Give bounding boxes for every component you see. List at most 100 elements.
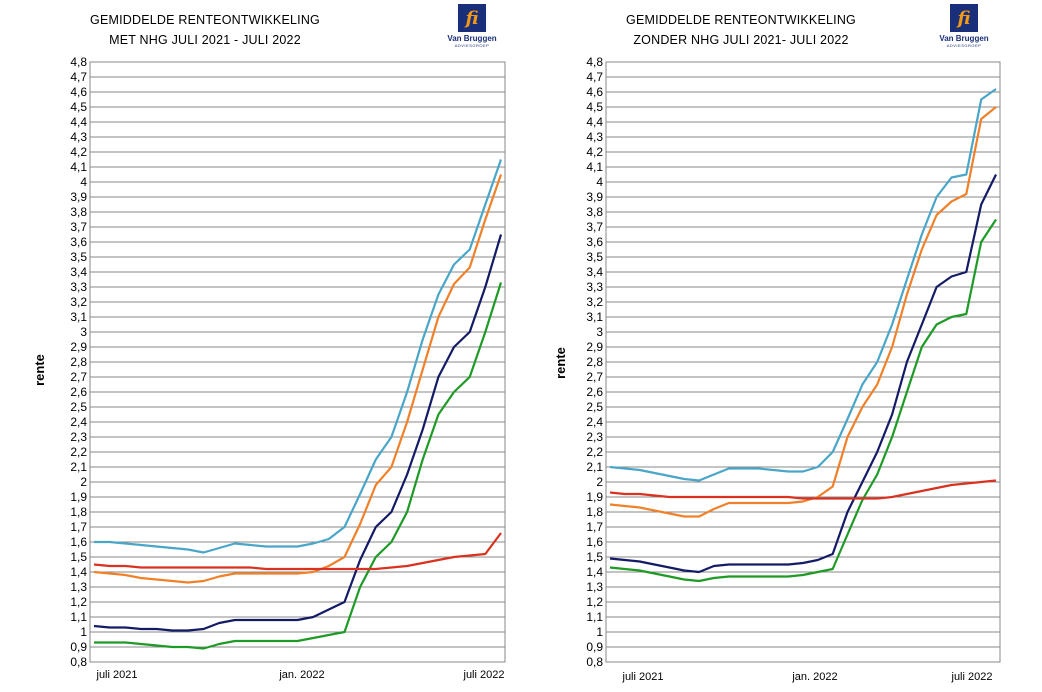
y-tick-label: 4,4 [586, 115, 603, 129]
van-bruggen-logo: fi Van Bruggen ADVIESGROEP [934, 4, 994, 54]
y-tick-label: 2,3 [586, 430, 603, 444]
chart-title-line1: GEMIDDELDE RENTEONTWIKKELING [626, 13, 856, 27]
logo-text: Van Bruggen [447, 34, 497, 43]
series-line-navy [93, 234, 503, 632]
x-tick-label: jan. 2022 [278, 669, 324, 681]
chart-title: GEMIDDELDE RENTEONTWIKKELING ZONDER NHG … [601, 10, 881, 50]
y-tick-label: 2,6 [70, 385, 87, 399]
y-tick-label: 1,2 [70, 595, 87, 609]
y-tick-label: 3,6 [70, 235, 87, 249]
y-axis-label: rente [553, 347, 568, 379]
plot-frame [605, 61, 1001, 663]
y-tick-label: 3,5 [586, 250, 603, 264]
y-tick-label: 1,6 [70, 535, 87, 549]
y-tick-label: 4,4 [70, 115, 87, 129]
y-tick-label: 3 [596, 325, 603, 339]
y-tick-label: 4,8 [70, 55, 87, 69]
y-tick-label: 3,2 [70, 295, 87, 309]
y-tick-label: 3,7 [70, 220, 87, 234]
y-tick-label: 3,9 [70, 190, 87, 204]
series-line-red [609, 479, 997, 500]
y-tick-label: 3,8 [586, 205, 603, 219]
series-line-lightblue [609, 88, 997, 482]
y-tick-label: 4 [80, 175, 87, 189]
y-axis-label: rente [32, 354, 47, 386]
y-tick-label: 1,1 [586, 610, 603, 624]
y-tick-label: 2,5 [70, 400, 87, 414]
y-tick-label: 3 [80, 325, 87, 339]
y-tick-label: 4,7 [586, 70, 603, 84]
series-line-green [609, 218, 997, 583]
y-tick-label: 4,2 [70, 145, 87, 159]
y-tick-label: 4,7 [70, 70, 87, 84]
logo-mark-icon: fi [458, 4, 486, 32]
y-tick-label: 3,5 [70, 250, 87, 264]
y-tick-label: 2,8 [70, 355, 87, 369]
plot-frame [89, 61, 506, 663]
y-tick-label: 4,3 [70, 130, 87, 144]
y-tick-label: 3,6 [586, 235, 603, 249]
y-tick-label: 1,5 [586, 550, 603, 564]
series-lines [93, 159, 503, 650]
y-tick-label: 0,9 [586, 640, 603, 654]
y-tick-label: 2,7 [70, 370, 87, 384]
y-tick-label: 1,4 [586, 565, 603, 579]
y-tick-label: 4,3 [586, 130, 603, 144]
y-tick-label: 2,6 [586, 385, 603, 399]
logo-glyph: fi [955, 8, 970, 29]
gridlines [606, 61, 1000, 663]
y-tick-label: 2,9 [70, 340, 87, 354]
y-tick-labels: 0,80,911,11,21,31,41,51,61,71,81,922,12,… [586, 55, 603, 669]
x-tick-label: juli 2022 [951, 671, 993, 683]
y-tick-label: 2,8 [586, 355, 603, 369]
series-lines [609, 88, 997, 583]
chart-title-line1: GEMIDDELDE RENTEONTWIKKELING [90, 13, 320, 27]
y-tick-label: 2,3 [70, 430, 87, 444]
series-line-orange [93, 174, 503, 584]
y-tick-label: 1,3 [70, 580, 87, 594]
y-tick-label: 1,4 [70, 565, 87, 579]
y-tick-label: 2,4 [586, 415, 603, 429]
y-tick-label: 2,1 [586, 460, 603, 474]
y-tick-label: 0,8 [586, 655, 603, 669]
y-tick-label: 3,4 [70, 265, 87, 279]
x-tick-labels: juli 2021 jan. 2022 juli 2022 [622, 671, 993, 683]
logo-subtext: ADVIESGROEP [946, 43, 982, 48]
y-tick-label: 1,6 [586, 535, 603, 549]
y-tick-label: 3,1 [586, 310, 603, 324]
x-tick-label: jan. 2022 [791, 671, 837, 683]
chart-panel-met-nhg: GEMIDDELDE RENTEONTWIKKELING MET NHG JUL… [32, 4, 506, 681]
y-tick-label: 4,5 [70, 100, 87, 114]
y-tick-label: 0,8 [70, 655, 87, 669]
y-tick-label: 1,9 [70, 490, 87, 504]
series-line-red [93, 532, 502, 571]
y-tick-labels: 0,80,911,11,21,31,41,51,61,71,81,922,12,… [70, 55, 87, 669]
y-tick-label: 2,1 [70, 460, 87, 474]
y-tick-label: 1,8 [70, 505, 87, 519]
y-tick-label: 2 [596, 475, 603, 489]
series-line-green [94, 282, 503, 650]
chart-panel-zonder-nhg: GEMIDDELDE RENTEONTWIKKELING ZONDER NHG … [521, 0, 1042, 692]
y-tick-label: 2,2 [70, 445, 87, 459]
y-tick-label: 4,1 [586, 160, 603, 174]
van-bruggen-logo: fi Van Bruggen ADVIESGROEP [442, 4, 502, 54]
chart-title: GEMIDDELDE RENTEONTWIKKELING MET NHG JUL… [60, 10, 350, 50]
y-tick-label: 3,9 [586, 190, 603, 204]
y-tick-label: 1,7 [70, 520, 87, 534]
y-tick-label: 1 [596, 625, 603, 639]
series-line-navy [609, 174, 997, 574]
series-line-lightblue [94, 159, 503, 554]
x-tick-label: juli 2022 [463, 669, 505, 681]
y-tick-label: 2 [80, 475, 87, 489]
logo-text: Van Bruggen [939, 34, 989, 43]
series-line-orange [609, 106, 997, 518]
y-tick-label: 4,1 [70, 160, 87, 174]
y-tick-label: 4,6 [586, 85, 603, 99]
y-tick-label: 4 [596, 175, 603, 189]
logo-mark-icon: fi [950, 4, 978, 32]
y-tick-label: 2,4 [70, 415, 87, 429]
gridlines [90, 61, 505, 663]
y-tick-label: 4,5 [586, 100, 603, 114]
logo-glyph: fi [463, 8, 478, 29]
y-tick-label: 1,8 [586, 505, 603, 519]
